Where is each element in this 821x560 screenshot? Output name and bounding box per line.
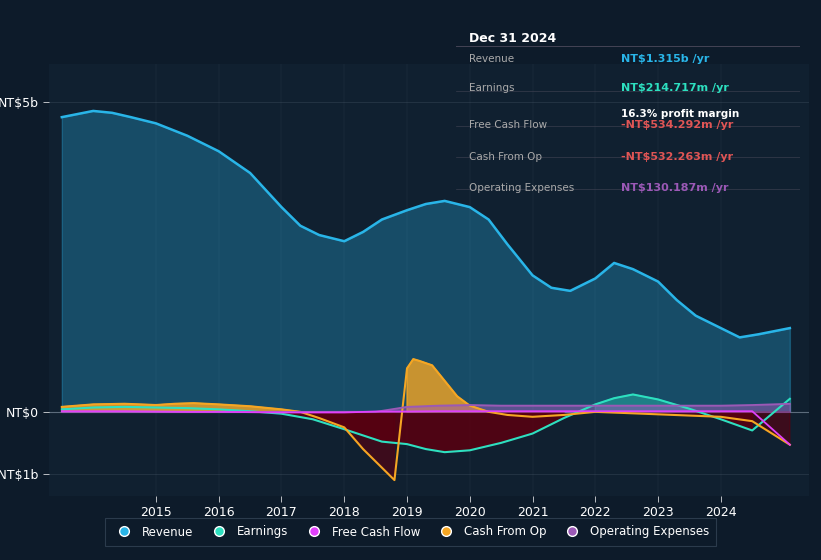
Text: NT$130.187m /yr: NT$130.187m /yr bbox=[621, 183, 729, 193]
Text: -NT$532.263m /yr: -NT$532.263m /yr bbox=[621, 152, 733, 162]
Text: NT$214.717m /yr: NT$214.717m /yr bbox=[621, 83, 729, 94]
Text: Dec 31 2024: Dec 31 2024 bbox=[470, 31, 557, 45]
Text: Operating Expenses: Operating Expenses bbox=[470, 183, 575, 193]
Text: Revenue: Revenue bbox=[470, 54, 515, 64]
Text: Cash From Op: Cash From Op bbox=[470, 152, 543, 162]
Text: Earnings: Earnings bbox=[470, 83, 515, 94]
Text: NT$1.315b /yr: NT$1.315b /yr bbox=[621, 54, 709, 64]
Legend: Revenue, Earnings, Free Cash Flow, Cash From Op, Operating Expenses: Revenue, Earnings, Free Cash Flow, Cash … bbox=[105, 519, 716, 545]
Text: 16.3% profit margin: 16.3% profit margin bbox=[621, 109, 740, 119]
Text: Free Cash Flow: Free Cash Flow bbox=[470, 120, 548, 130]
Text: -NT$534.292m /yr: -NT$534.292m /yr bbox=[621, 120, 733, 130]
